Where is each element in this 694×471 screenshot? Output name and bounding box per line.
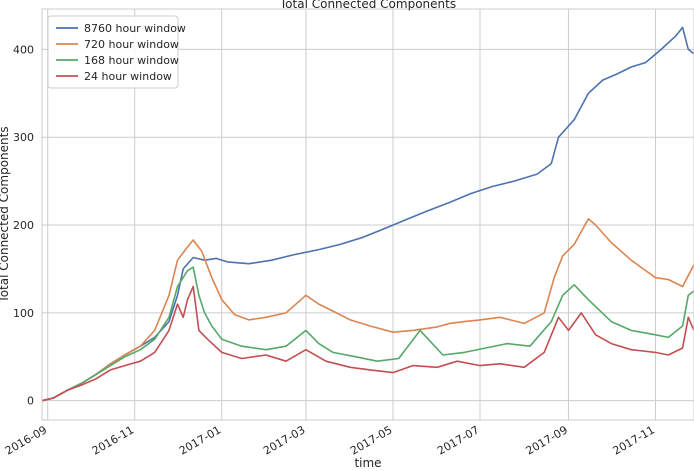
legend: 8760 hour window 720 hour window 168 hour … (47, 15, 186, 89)
series-lines (41, 26, 694, 402)
legend-label: 24 hour window (84, 70, 172, 83)
chart-title: Total Connected Components (279, 0, 456, 11)
series-line (41, 266, 694, 402)
y-tick-labels: 0 100 200 300 400 (13, 43, 34, 407)
legend-label: 720 hour window (84, 38, 179, 51)
series-line (41, 218, 694, 402)
y-tick-label: 0 (27, 395, 34, 408)
plot-frame (41, 8, 694, 421)
y-tick-label: 200 (13, 219, 34, 232)
legend-label: 168 hour window (84, 54, 179, 67)
legend-box (47, 15, 179, 89)
y-tick-label: 300 (13, 131, 34, 144)
y-axis-label: Total Connected Components (0, 126, 11, 303)
y-tick-label: 100 (13, 307, 34, 320)
legend-label: 8760 hour window (84, 22, 186, 35)
series-line (41, 285, 694, 402)
gridlines (42, 9, 694, 420)
y-tick-label: 400 (13, 43, 34, 56)
x-axis-label: time (354, 456, 381, 470)
